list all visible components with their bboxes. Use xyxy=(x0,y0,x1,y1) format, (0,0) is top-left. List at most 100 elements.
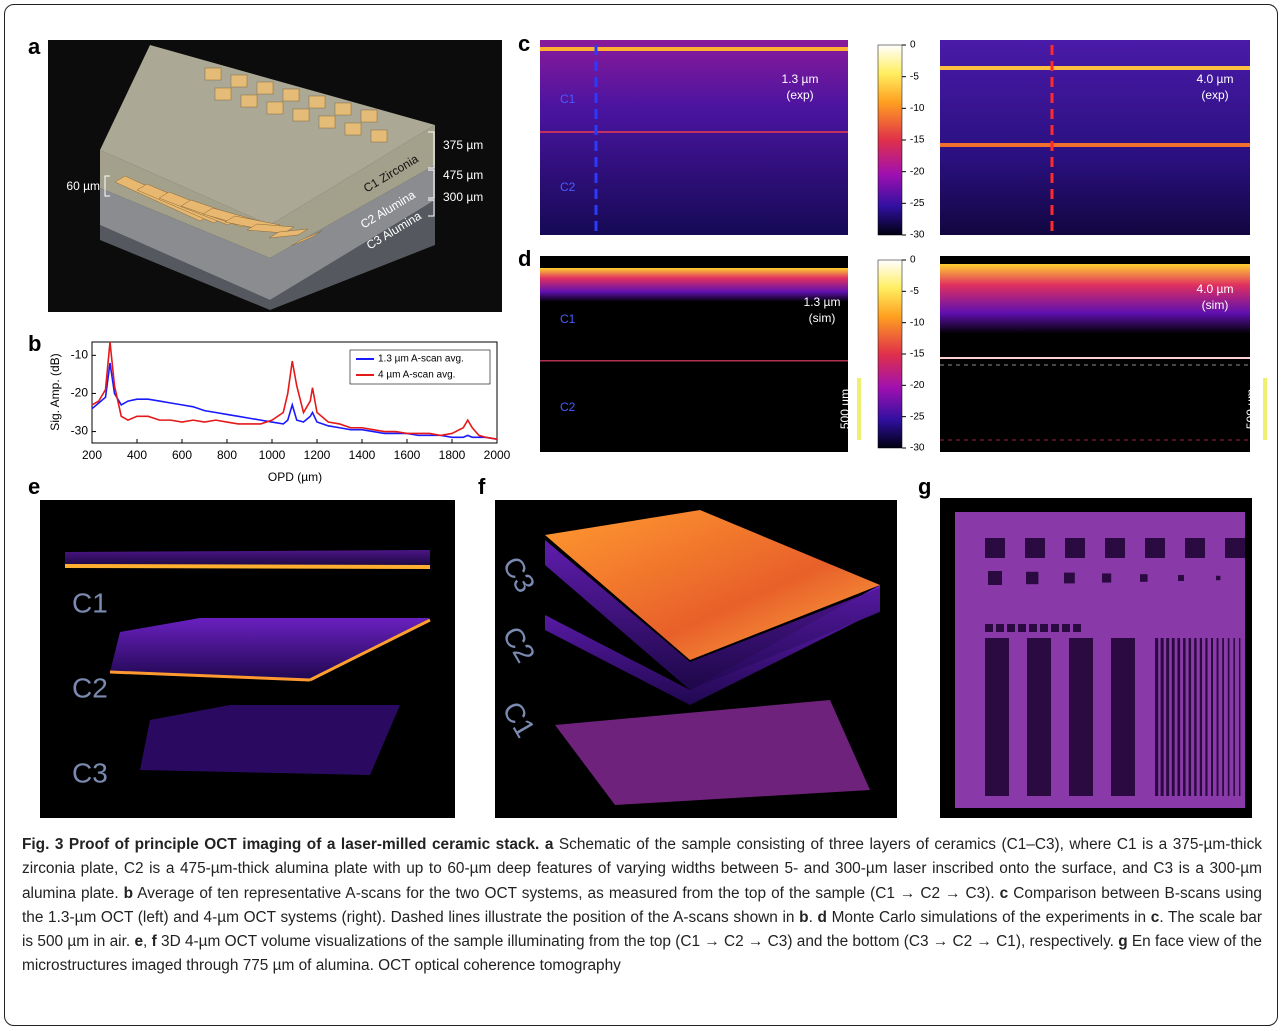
x-tick-label: 400 xyxy=(127,448,147,462)
bar xyxy=(1069,638,1093,796)
caption-bold: b xyxy=(123,884,134,902)
interface-line xyxy=(940,66,1250,70)
bscan-image xyxy=(940,40,1250,235)
bar xyxy=(1111,638,1135,796)
x-tick-label: 1000 xyxy=(259,448,286,462)
pocket xyxy=(240,94,258,108)
x-tick-label: 1400 xyxy=(349,448,376,462)
image-label: (sim) xyxy=(1202,298,1229,312)
square xyxy=(1140,574,1148,582)
caption-text: , xyxy=(143,933,152,951)
interface-line xyxy=(309,618,431,682)
square xyxy=(1018,624,1026,632)
layer-label: C1 xyxy=(560,92,576,106)
plate-c3 xyxy=(140,705,400,775)
scale-bar xyxy=(857,378,861,440)
x-tick-label: 200 xyxy=(82,448,102,462)
square xyxy=(985,624,993,632)
layer-label: C1 xyxy=(560,312,576,326)
bar xyxy=(1227,638,1230,796)
figure-frame xyxy=(4,4,1278,1026)
x-tick-label: 1200 xyxy=(304,448,331,462)
colorbar-tick-label: -15 xyxy=(910,135,925,146)
panel-label: a xyxy=(28,34,41,59)
caption-text: Schematic of the sample consisting of th… xyxy=(22,836,1262,902)
legend-box xyxy=(349,349,491,385)
pocket xyxy=(282,88,300,102)
scale-bar-label: 500 µm xyxy=(1244,389,1258,429)
colorbar-tick-label: 0 xyxy=(910,255,916,266)
square xyxy=(1026,571,1039,585)
plot-area xyxy=(91,341,498,444)
square xyxy=(1073,624,1081,632)
colorbar xyxy=(877,259,903,449)
panel-label: g xyxy=(918,474,931,499)
bar xyxy=(1177,638,1181,796)
square xyxy=(1007,624,1015,632)
bar xyxy=(1239,638,1241,796)
plate-c2 xyxy=(110,618,430,680)
colorbar-tick-label: -25 xyxy=(910,411,925,422)
series-line xyxy=(91,341,498,440)
square xyxy=(1062,624,1070,632)
surface-band xyxy=(540,268,848,302)
interface-line xyxy=(540,131,848,133)
bar xyxy=(1166,638,1170,796)
image-label: (sim) xyxy=(809,311,836,325)
x-tick-label: 2000 xyxy=(484,448,511,462)
colorbar xyxy=(877,44,903,236)
colorbar-tick-label: -15 xyxy=(910,349,925,360)
pocket xyxy=(344,122,362,136)
panel-label: e xyxy=(28,474,40,499)
layer-label: C1 xyxy=(72,587,108,618)
caption-text: En face view of the microstructures imag… xyxy=(22,933,1262,975)
bar xyxy=(1160,638,1164,796)
panel-label: c xyxy=(518,31,530,56)
colorbar-tick-label: -5 xyxy=(910,71,919,82)
bscan-image xyxy=(540,40,848,235)
bar xyxy=(1183,638,1186,796)
pocket xyxy=(266,101,284,115)
bar xyxy=(1222,638,1224,796)
scale-bar-label: 500 µm xyxy=(838,389,852,429)
square xyxy=(1065,538,1085,558)
y-axis-label: Sig. Amp. (dB) xyxy=(48,353,62,430)
pocket xyxy=(292,108,310,122)
thickness-label: 300 µm xyxy=(443,190,483,204)
square xyxy=(996,624,1004,632)
colorbar-tick-label: -5 xyxy=(910,286,919,297)
colorbar-tick-label: -20 xyxy=(910,380,925,391)
interface-line xyxy=(540,360,848,362)
bar xyxy=(1233,638,1235,796)
square xyxy=(1102,573,1112,583)
panel-label: b xyxy=(28,331,41,356)
caption-text: . The scale bar is 500 µm in air. xyxy=(22,908,1262,951)
layer-label: C2 xyxy=(72,672,108,703)
image-label: (exp) xyxy=(786,88,813,102)
layer-c2 xyxy=(100,165,435,300)
figure: 375 µm 475 µm 300 µm 60 µm C1 Zirconia C… xyxy=(28,31,1267,818)
colorbar-tick-label: -30 xyxy=(910,443,925,454)
square xyxy=(1105,538,1125,558)
colorbar-tick-label: -20 xyxy=(910,166,925,177)
groove xyxy=(246,223,295,234)
pocket xyxy=(256,81,274,95)
pocket xyxy=(318,115,336,129)
caption: Fig. 3 Proof of principle OCT imaging of… xyxy=(22,833,1262,979)
brackets xyxy=(104,131,435,217)
bar xyxy=(1188,638,1192,796)
bar xyxy=(1027,638,1051,796)
top-face xyxy=(100,45,435,225)
bar xyxy=(1194,638,1197,796)
caption-bold: b xyxy=(799,908,809,926)
caption-bold: a xyxy=(544,836,554,853)
caption-text: Average of ten representative A-scans fo… xyxy=(133,884,1000,902)
bar xyxy=(1216,638,1219,796)
depth-label: 60 µm xyxy=(66,179,100,193)
layer-c3 xyxy=(100,200,435,310)
interface-line xyxy=(64,564,431,569)
x-axis-label: OPD (µm) xyxy=(268,470,322,484)
caption-text: Comparison between B-scans using the 1.3… xyxy=(22,884,1262,926)
pocket xyxy=(230,74,248,88)
